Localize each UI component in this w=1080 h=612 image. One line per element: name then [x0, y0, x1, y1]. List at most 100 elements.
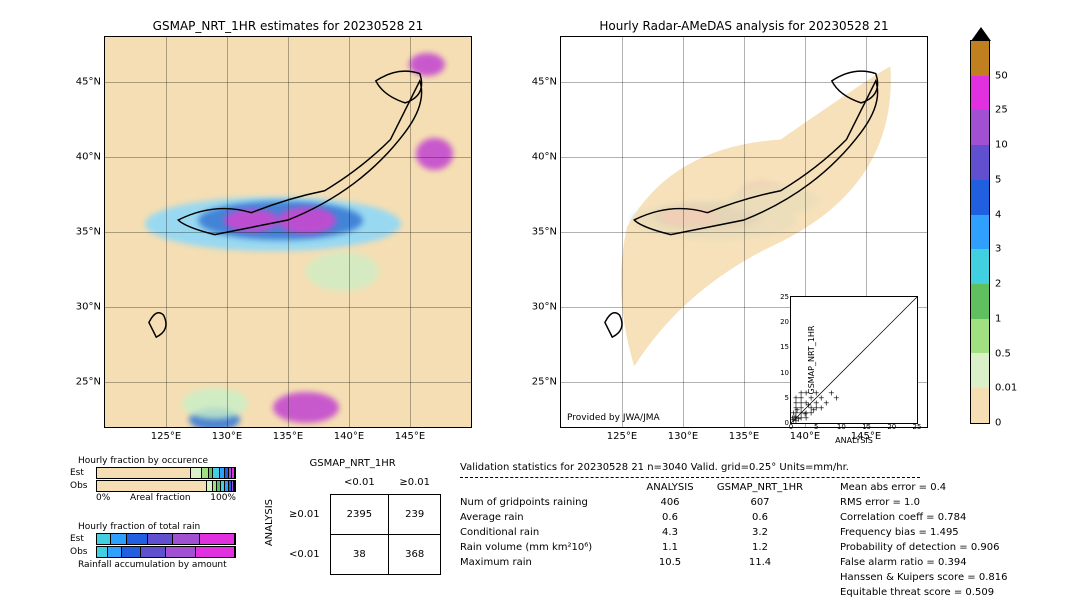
scatter-xtick: 25 — [913, 423, 922, 431]
metric-row: Mean abs error = 0.4 — [840, 480, 1007, 495]
bar-seg — [97, 481, 207, 491]
colorbar-tick: 0 — [995, 418, 1001, 429]
bar-seg — [196, 547, 235, 557]
y-tick: 45°N — [76, 77, 105, 88]
metric-row: Hanssen & Kuipers score = 0.816 — [840, 570, 1007, 585]
scatter-point: + — [793, 417, 800, 426]
colorbar-seg — [971, 76, 989, 111]
scatter-point: + — [813, 403, 820, 412]
x-tick: 125°E — [151, 427, 181, 442]
occ-axis-mid: Areal fraction — [130, 493, 191, 503]
scatter-xlabel: ANALYSIS — [835, 436, 873, 445]
stats-v1: 1.1 — [630, 540, 710, 555]
bar-seg — [97, 534, 111, 544]
metric-row: RMS error = 1.0 — [840, 495, 1007, 510]
stats-key: Average rain — [460, 510, 630, 525]
ct-col-0: <0.01 — [330, 471, 388, 495]
stats-key: Rain volume (mm km²10⁶) — [460, 540, 630, 555]
x-tick: 130°E — [212, 427, 242, 442]
occ-obs-row: Obs — [70, 480, 238, 492]
scatter-point: + — [793, 393, 800, 402]
scatter-ytick: 25 — [780, 293, 791, 301]
y-tick: 40°N — [76, 152, 105, 163]
y-tick: 25°N — [532, 377, 561, 388]
stats-key: Conditional rain — [460, 525, 630, 540]
colorbar-tick: 50 — [995, 70, 1008, 81]
colorbar-seg — [971, 284, 989, 319]
occ-est-label: Est — [70, 468, 92, 478]
bar-seg — [166, 547, 196, 557]
scatter-ylabel: GSMAP_NRT_1HR — [807, 326, 816, 395]
colorbar-tick: 0.01 — [995, 383, 1017, 394]
y-tick: 25°N — [76, 377, 105, 388]
bar-seg — [173, 534, 201, 544]
colorbar-seg — [971, 353, 989, 388]
ct-cell-01: 239 — [389, 495, 441, 535]
bar-seg — [148, 534, 173, 544]
bar-seg — [111, 534, 128, 544]
colorbar-seg — [971, 110, 989, 145]
x-tick: 130°E — [668, 427, 698, 442]
scatter-ytick: 5 — [785, 394, 791, 402]
stats-col1: ANALYSIS — [630, 480, 710, 495]
scatter-ytick: 10 — [780, 369, 791, 377]
stats-v2: 607 — [710, 495, 810, 510]
metric-row: Frequency bias = 1.495 — [840, 525, 1007, 540]
stats-v1: 406 — [630, 495, 710, 510]
colorbar-seg — [971, 388, 989, 423]
colorbar-arrow-up — [971, 27, 991, 41]
bar-seg — [97, 547, 108, 557]
stats-key: Maximum rain — [460, 555, 630, 570]
metric-row: Correlation coeff = 0.784 — [840, 510, 1007, 525]
stats-v2: 3.2 — [710, 525, 810, 540]
bar-seg — [141, 547, 166, 557]
hourly-fraction-occurrence: Hourly fraction by occurence Est Obs 0% … — [70, 456, 238, 503]
provided-label: Provided by JWA/JMA — [567, 413, 660, 423]
stats-col2: GSMAP_NRT_1HR — [710, 480, 810, 495]
bar-seg — [213, 468, 220, 478]
bar-seg — [191, 468, 202, 478]
colorbar-tick: 10 — [995, 140, 1008, 151]
contingency-row-header: ANALYSIS — [264, 499, 275, 546]
colorbar-tick: 5 — [995, 174, 1001, 185]
colorbar: 00.010.512345102550 — [970, 40, 990, 424]
colorbar-seg — [971, 249, 989, 284]
y-tick: 30°N — [76, 301, 105, 312]
colorbar-tick: 25 — [995, 105, 1008, 116]
total-obs-label: Obs — [70, 547, 92, 557]
colorbar-tick: 3 — [995, 244, 1001, 255]
scatter-point: + — [833, 393, 840, 402]
scatter-point: + — [790, 408, 797, 417]
ct-cell-00: 2395 — [330, 495, 388, 535]
x-tick: 135°E — [729, 427, 759, 442]
stats-key: Num of gridpoints raining — [460, 495, 630, 510]
stats-v2: 11.4 — [710, 555, 810, 570]
stats-v1: 0.6 — [630, 510, 710, 525]
x-tick: 145°E — [395, 427, 425, 442]
occ-obs-label: Obs — [70, 481, 92, 491]
total-title: Hourly fraction of total rain — [78, 522, 238, 532]
colorbar-tick: 2 — [995, 279, 1001, 290]
colorbar-seg — [971, 180, 989, 215]
bar-seg — [202, 468, 209, 478]
colorbar-seg — [971, 145, 989, 180]
colorbar-seg — [971, 215, 989, 250]
metric-row: False alarm ratio = 0.394 — [840, 555, 1007, 570]
ct-col-1: ≥0.01 — [389, 471, 441, 495]
ct-row-1: <0.01 — [279, 535, 330, 575]
stats-v2: 1.2 — [710, 540, 810, 555]
map-left-title: GSMAP_NRT_1HR estimates for 20230528 21 — [153, 19, 424, 33]
y-tick: 40°N — [532, 152, 561, 163]
y-tick: 45°N — [532, 77, 561, 88]
stats-v1: 10.5 — [630, 555, 710, 570]
scatter-ytick: 0 — [785, 419, 791, 427]
scatter-ytick: 15 — [780, 343, 791, 351]
total-obs-row: Obs — [70, 546, 238, 558]
scatter-xtick: 10 — [837, 423, 846, 431]
ct-cell-11: 368 — [389, 535, 441, 575]
metric-row: Probability of detection = 0.906 — [840, 540, 1007, 555]
scatter-point: + — [802, 409, 809, 418]
hourly-fraction-total: Hourly fraction of total rain Est Obs Ra… — [70, 522, 238, 570]
occ-axis-left: 0% — [96, 493, 110, 503]
bar-seg — [122, 547, 141, 557]
